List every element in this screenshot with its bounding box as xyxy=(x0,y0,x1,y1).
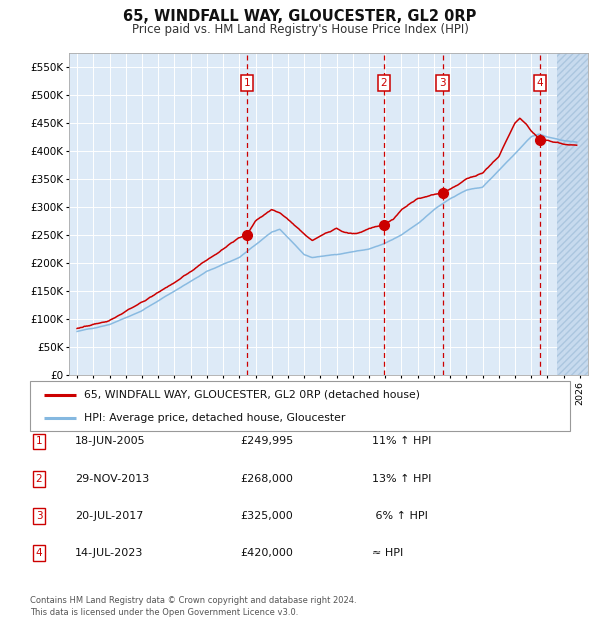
Text: 6% ↑ HPI: 6% ↑ HPI xyxy=(372,511,428,521)
Text: 65, WINDFALL WAY, GLOUCESTER, GL2 0RP (detached house): 65, WINDFALL WAY, GLOUCESTER, GL2 0RP (d… xyxy=(84,390,420,400)
Text: ≈ HPI: ≈ HPI xyxy=(372,548,403,558)
Text: 1: 1 xyxy=(244,78,250,88)
Text: £325,000: £325,000 xyxy=(240,511,293,521)
Text: 20-JUL-2017: 20-JUL-2017 xyxy=(75,511,143,521)
Text: £420,000: £420,000 xyxy=(240,548,293,558)
Text: 4: 4 xyxy=(536,78,544,88)
Bar xyxy=(557,53,588,375)
Text: HPI: Average price, detached house, Gloucester: HPI: Average price, detached house, Glou… xyxy=(84,412,346,422)
Text: Price paid vs. HM Land Registry's House Price Index (HPI): Price paid vs. HM Land Registry's House … xyxy=(131,23,469,36)
Text: 29-NOV-2013: 29-NOV-2013 xyxy=(75,474,149,484)
Text: 2: 2 xyxy=(35,474,43,484)
Text: 14-JUL-2023: 14-JUL-2023 xyxy=(75,548,143,558)
Text: 3: 3 xyxy=(439,78,446,88)
Text: 2: 2 xyxy=(380,78,387,88)
Text: 1: 1 xyxy=(35,436,43,446)
FancyBboxPatch shape xyxy=(30,381,570,431)
Text: Contains HM Land Registry data © Crown copyright and database right 2024.
This d: Contains HM Land Registry data © Crown c… xyxy=(30,596,356,617)
Text: 11% ↑ HPI: 11% ↑ HPI xyxy=(372,436,431,446)
Text: 13% ↑ HPI: 13% ↑ HPI xyxy=(372,474,431,484)
Text: £249,995: £249,995 xyxy=(240,436,293,446)
Text: 3: 3 xyxy=(35,511,43,521)
Text: 4: 4 xyxy=(35,548,43,558)
Text: 18-JUN-2005: 18-JUN-2005 xyxy=(75,436,146,446)
Text: £268,000: £268,000 xyxy=(240,474,293,484)
Text: 65, WINDFALL WAY, GLOUCESTER, GL2 0RP: 65, WINDFALL WAY, GLOUCESTER, GL2 0RP xyxy=(124,9,476,24)
